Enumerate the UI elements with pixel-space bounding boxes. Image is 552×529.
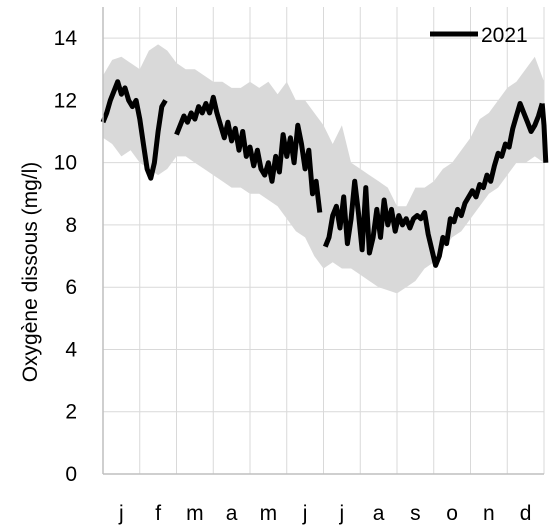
- x-tick-label-11: d: [520, 502, 532, 525]
- y-tick-label-0: 0: [65, 463, 77, 486]
- series-2021-segment-2: [322, 101, 545, 268]
- series-2021-segment-3: [539, 103, 549, 163]
- legend-label-2021: 2021: [481, 24, 528, 47]
- series-2021-segment-1: [174, 94, 323, 213]
- x-tick-label-5: j: [302, 502, 308, 525]
- y-tick-label-10: 10: [54, 152, 77, 175]
- y-axis-label: Oxygène dissous (mg/l): [19, 162, 42, 383]
- x-tick-label-10: n: [483, 502, 495, 525]
- y-tick-label-8: 8: [65, 214, 77, 237]
- x-tick-label-0: j: [118, 502, 124, 525]
- x-tick-label-8: s: [410, 502, 421, 525]
- x-tick-label-7: a: [373, 502, 385, 525]
- x-tick-label-6: j: [339, 502, 345, 525]
- y-tick-labels: 0 2 4 6 8 10 12 14: [54, 27, 78, 486]
- y-tick-label-4: 4: [65, 338, 77, 361]
- x-tick-label-2: m: [186, 502, 204, 525]
- y-tick-label-6: 6: [65, 276, 77, 299]
- axes: [102, 7, 544, 475]
- x-tick-label-9: o: [446, 502, 458, 525]
- x-tick-label-4: m: [260, 502, 278, 525]
- legend: 2021: [430, 24, 528, 47]
- x-tick-label-3: a: [226, 502, 238, 525]
- series-2021-line: [100, 79, 549, 268]
- series-2021-segment-0: [100, 79, 168, 181]
- x-tick-label-1: f: [155, 502, 161, 525]
- y-tick-label-2: 2: [65, 401, 77, 424]
- y-tick-label-12: 12: [54, 89, 77, 112]
- y-tick-label-14: 14: [54, 27, 78, 50]
